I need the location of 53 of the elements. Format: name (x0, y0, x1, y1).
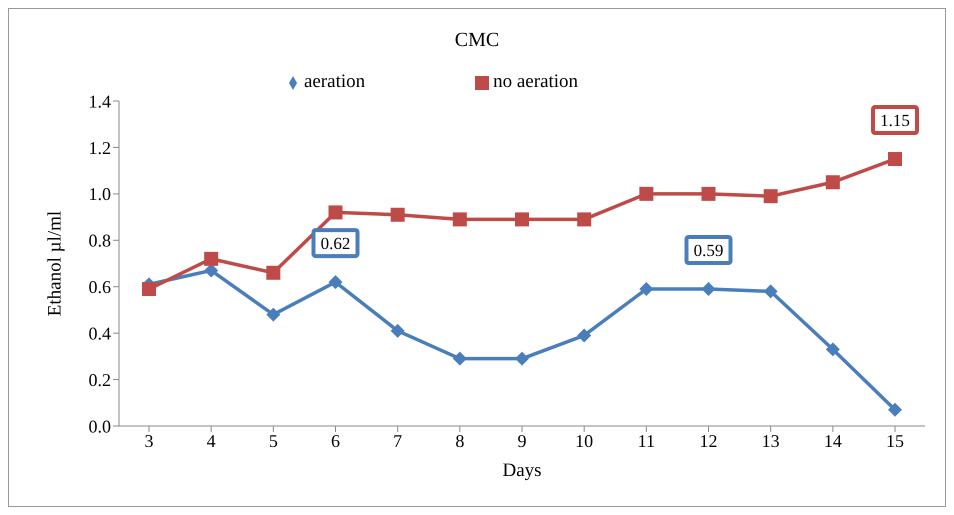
x-axis-title: Days (502, 460, 542, 481)
x-tick-label: 9 (518, 430, 526, 451)
x-tick-label: 12 (700, 430, 718, 451)
x-tick-label: 4 (206, 430, 216, 451)
y-tick-label: 0.0 (88, 416, 111, 436)
point (328, 275, 342, 290)
point (577, 212, 592, 226)
point (888, 152, 902, 166)
point (515, 352, 529, 366)
point (266, 308, 280, 322)
point (515, 212, 529, 226)
legend-label: no aeration (493, 71, 578, 92)
point (764, 284, 778, 298)
y-axis-title: Ethanol µl/ml (44, 210, 66, 316)
point (452, 212, 467, 226)
legend-label: aeration (304, 71, 366, 92)
x-tick-label: 3 (144, 430, 154, 451)
x-tick-label: 13 (762, 430, 780, 451)
point (764, 189, 778, 204)
point (888, 402, 902, 417)
x-tick-label: 10 (575, 430, 594, 451)
x-tick-label: 5 (268, 430, 278, 451)
point (577, 328, 592, 342)
y-tick-label: 0.4 (88, 324, 111, 344)
point (826, 175, 840, 190)
x-tick-label: 6 (331, 430, 340, 451)
y-tick-label: 1.4 (88, 91, 111, 112)
point (826, 342, 840, 356)
point (452, 352, 467, 366)
data-label: 1.15 (880, 111, 910, 130)
point (204, 252, 218, 266)
point (702, 186, 716, 201)
y-tick-label: 0.6 (88, 277, 111, 298)
x-tick-label: 15 (886, 430, 904, 451)
point (328, 205, 342, 220)
data-label: 0.62 (320, 234, 350, 254)
point (639, 282, 654, 296)
chart-title: CMC (454, 29, 500, 52)
x-tick-label: 14 (824, 430, 842, 451)
point (266, 266, 280, 280)
x-tick-label: 7 (393, 430, 402, 451)
x-tick-label: 8 (455, 430, 464, 451)
point (390, 324, 405, 338)
point (702, 282, 716, 296)
y-tick-label: 1.2 (88, 138, 111, 158)
data-label: 0.59 (694, 241, 724, 260)
point (390, 208, 405, 222)
x-tick-label: 11 (638, 430, 656, 451)
y-tick-label: 1.0 (88, 184, 111, 204)
point (639, 186, 654, 201)
point (142, 282, 156, 296)
y-tick-label: 0.2 (88, 370, 111, 390)
y-tick-label: 0.8 (88, 230, 111, 251)
